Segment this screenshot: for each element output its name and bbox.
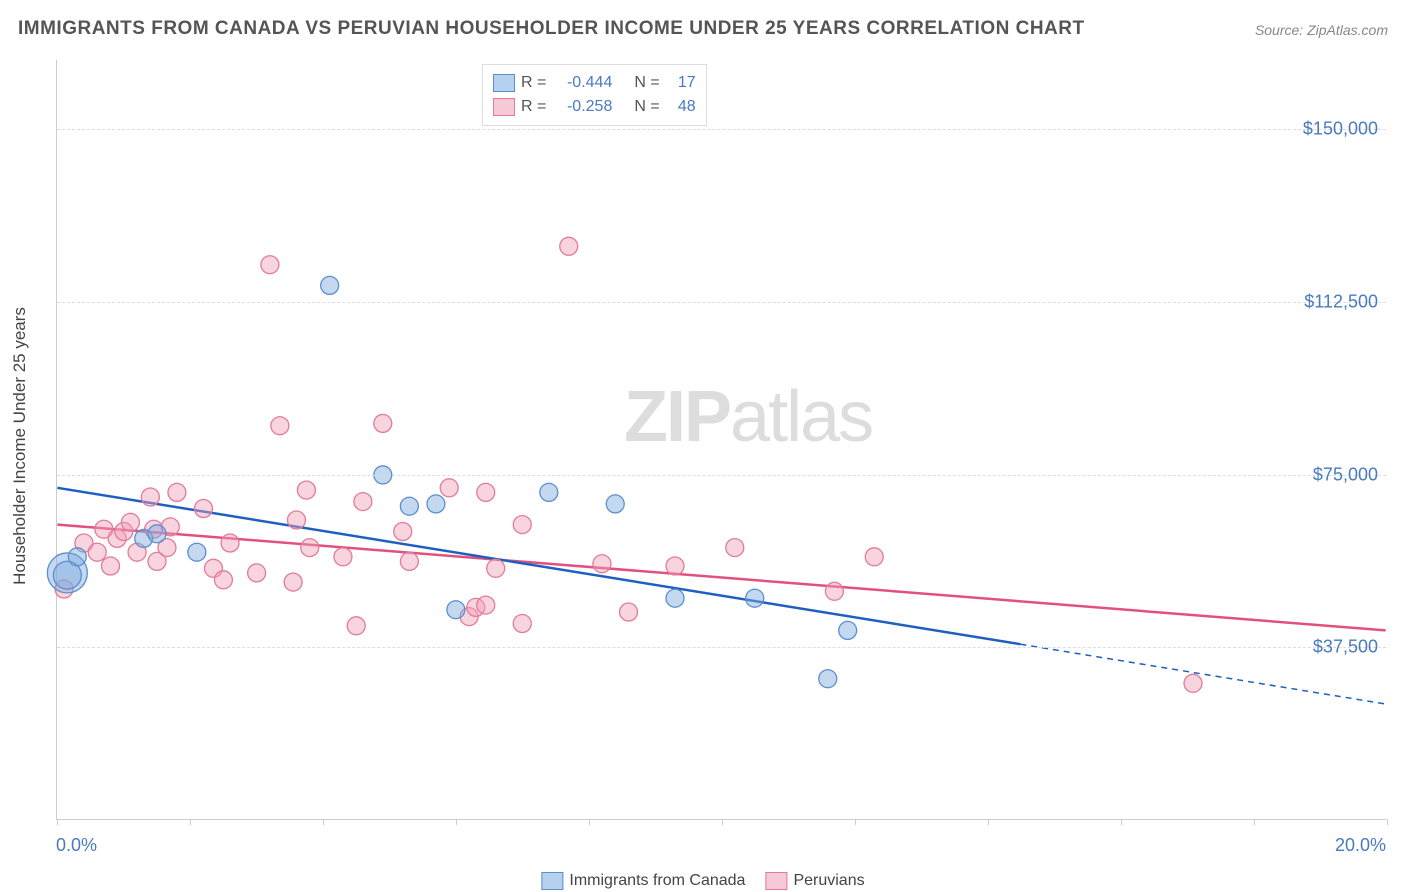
series-legend: Immigrants from Canada Peruvians (541, 872, 864, 890)
data-point (68, 548, 86, 566)
data-point (620, 603, 638, 621)
gridline-h (57, 475, 1386, 476)
data-point (248, 564, 266, 582)
data-point (287, 511, 305, 529)
r-label: R = (521, 71, 546, 95)
data-point (214, 571, 232, 589)
data-point (666, 589, 684, 607)
data-point (88, 543, 106, 561)
n-value: 48 (666, 95, 696, 119)
n-label: N = (634, 71, 659, 95)
data-point (477, 483, 495, 501)
data-point (746, 589, 764, 607)
correlation-row-1: R = -0.444 N = 17 (493, 71, 696, 95)
data-point (394, 523, 412, 541)
data-point (102, 557, 120, 575)
y-tick-label: $112,500 (1304, 291, 1378, 312)
correlation-legend: R = -0.444 N = 17 R = -0.258 N = 48 (482, 64, 707, 126)
y-tick-label: $37,500 (1313, 637, 1378, 658)
x-tick (57, 819, 58, 825)
legend-label-canada: Immigrants from Canada (569, 872, 745, 890)
data-point (865, 548, 883, 566)
y-axis-label: Householder Income Under 25 years (10, 307, 30, 585)
data-point (440, 479, 458, 497)
data-point (477, 596, 495, 614)
data-point (297, 481, 315, 499)
y-tick-label: $150,000 (1303, 119, 1378, 140)
data-point (194, 500, 212, 518)
gridline-h (57, 647, 1386, 648)
source-label: Source: ZipAtlas.com (1255, 22, 1388, 38)
data-point (188, 543, 206, 561)
data-point (839, 621, 857, 639)
x-tick (855, 819, 856, 825)
data-point (354, 493, 372, 511)
data-point (221, 534, 239, 552)
data-point (271, 417, 289, 435)
data-point (261, 256, 279, 274)
n-value: 17 (666, 71, 696, 95)
data-point (347, 617, 365, 635)
gridline-h (57, 129, 1386, 130)
data-point (487, 559, 505, 577)
r-value: -0.258 (552, 95, 612, 119)
data-point (513, 615, 531, 633)
swatch-peruvians (493, 98, 515, 116)
x-axis-min-label: 0.0% (56, 835, 97, 856)
data-point (666, 557, 684, 575)
data-point (819, 670, 837, 688)
data-point (334, 548, 352, 566)
legend-item-canada: Immigrants from Canada (541, 872, 745, 890)
data-point (121, 513, 139, 531)
x-tick (456, 819, 457, 825)
data-point (400, 497, 418, 515)
data-point (168, 483, 186, 501)
data-point (513, 516, 531, 534)
data-point (321, 276, 339, 294)
data-point (374, 414, 392, 432)
r-value: -0.444 (552, 71, 612, 95)
data-point (593, 555, 611, 573)
gridline-h (57, 302, 1386, 303)
chart-container: IMMIGRANTS FROM CANADA VS PERUVIAN HOUSE… (0, 0, 1406, 892)
x-tick (190, 819, 191, 825)
data-point (726, 539, 744, 557)
data-point (427, 495, 445, 513)
x-tick (1387, 819, 1388, 825)
data-point (400, 552, 418, 570)
data-point (141, 488, 159, 506)
chart-title: IMMIGRANTS FROM CANADA VS PERUVIAN HOUSE… (18, 18, 1085, 40)
legend-label-peruvians: Peruvians (793, 872, 864, 890)
data-point (560, 237, 578, 255)
data-point (1184, 674, 1202, 692)
x-tick (1121, 819, 1122, 825)
correlation-row-2: R = -0.258 N = 48 (493, 95, 696, 119)
data-point (540, 483, 558, 501)
y-tick-label: $75,000 (1313, 464, 1378, 485)
n-label: N = (634, 95, 659, 119)
plot-area: ZIPatlas R = -0.444 N = 17 R = -0.258 N … (56, 60, 1386, 820)
data-point (284, 573, 302, 591)
x-tick (988, 819, 989, 825)
swatch-peruvians (765, 872, 787, 890)
swatch-canada (493, 74, 515, 92)
data-point (301, 539, 319, 557)
swatch-canada (541, 872, 563, 890)
legend-item-peruvians: Peruvians (765, 872, 864, 890)
r-label: R = (521, 95, 546, 119)
x-tick (722, 819, 723, 825)
x-tick (589, 819, 590, 825)
data-point (606, 495, 624, 513)
x-tick (1254, 819, 1255, 825)
data-point (447, 601, 465, 619)
data-point (148, 525, 166, 543)
chart-svg (57, 60, 1386, 819)
x-axis-max-label: 20.0% (1335, 835, 1386, 856)
data-point (825, 582, 843, 600)
x-tick (323, 819, 324, 825)
